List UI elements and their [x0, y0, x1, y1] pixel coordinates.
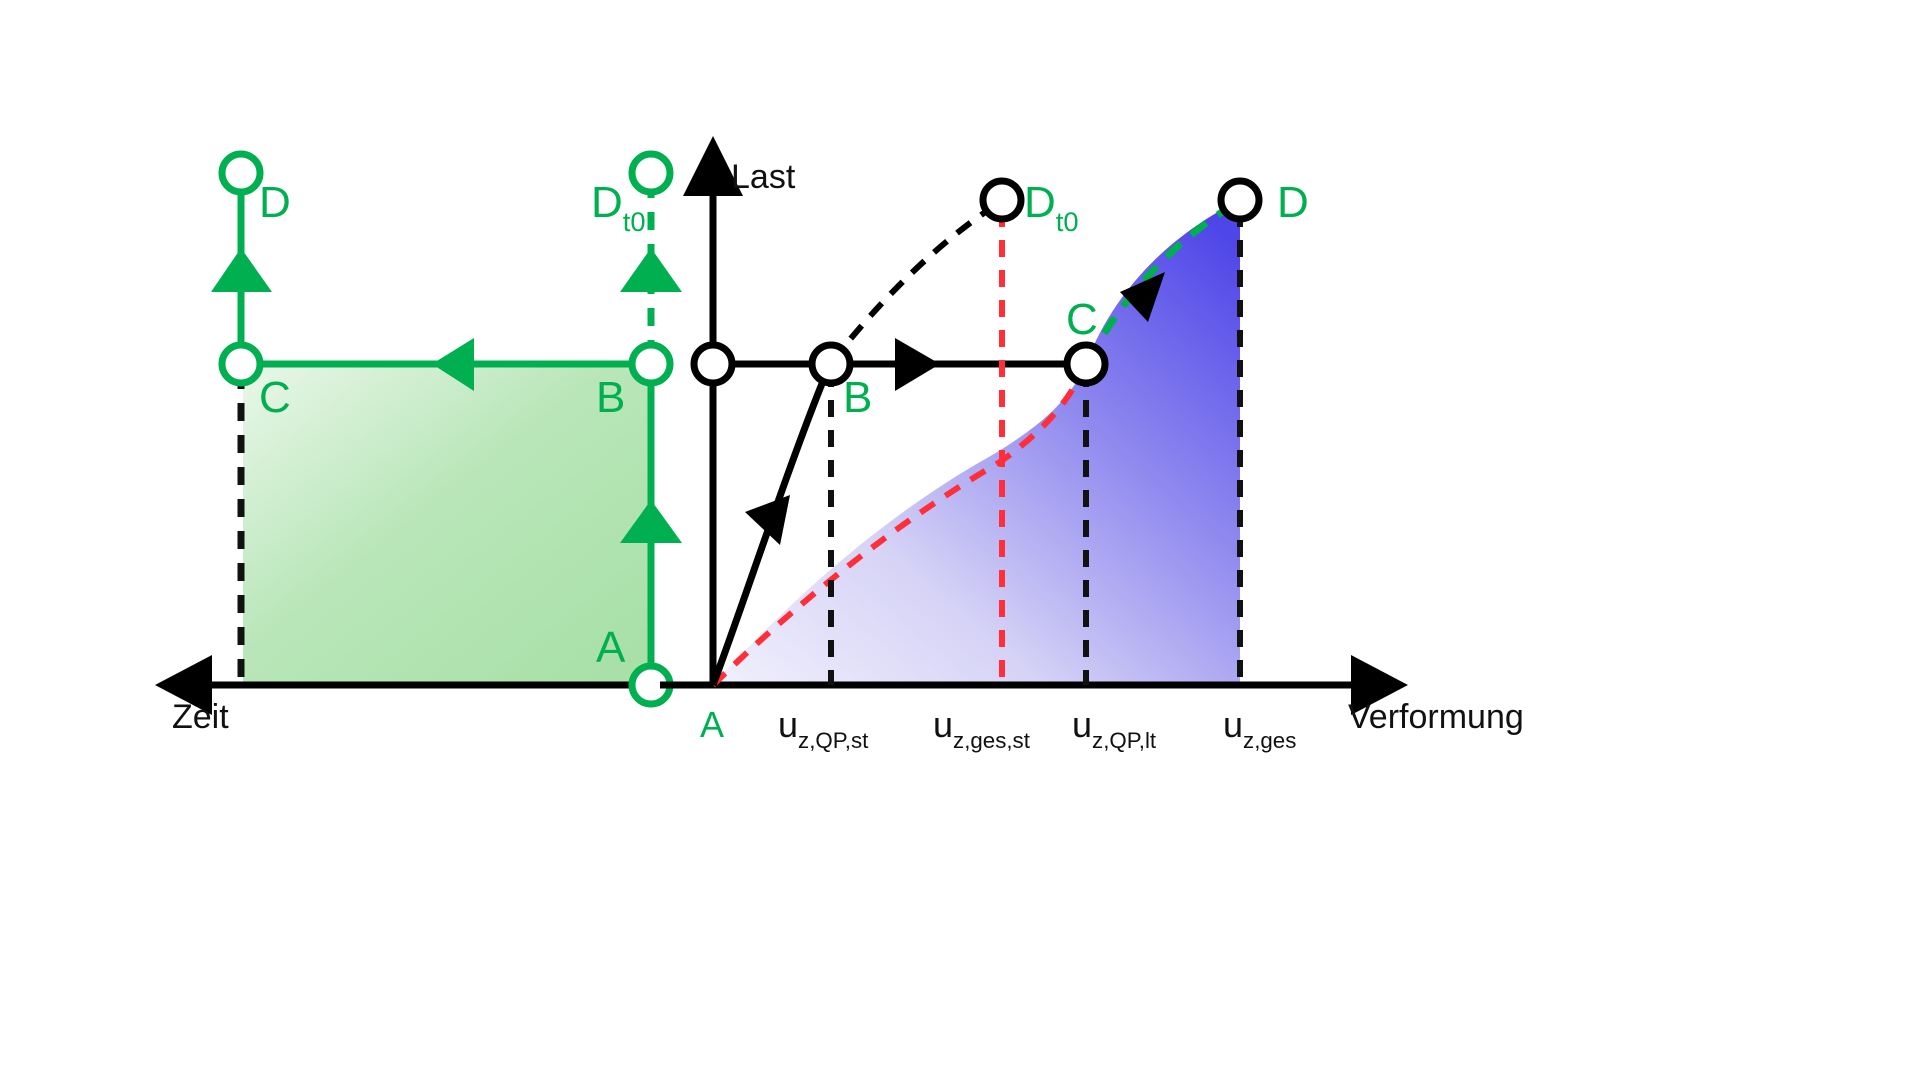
right-tick-uzgesst-sub: z,ges,st — [953, 728, 1031, 753]
left-label-c: C — [259, 373, 291, 422]
left-label-dt0-main: D — [591, 178, 623, 227]
right-tick-uzqplt-sub: z,QP,lt — [1092, 728, 1157, 753]
left-node-b — [628, 341, 674, 387]
right-label-b: B — [843, 373, 872, 422]
svg-text:Dt0: Dt0 — [1024, 178, 1079, 237]
left-label-dt0-sub: t0 — [623, 206, 646, 237]
right-label-dt0-main: D — [1024, 178, 1056, 227]
left-time-axis-arrowhead — [155, 655, 212, 715]
left-panel: Zeit D C B A — [155, 150, 700, 736]
right-label-d: D — [1277, 178, 1309, 227]
right-tick-uzqpst-sub: z,QP,st — [798, 728, 869, 753]
left-label-dt0: Dt0 — [591, 178, 646, 237]
right-tick-uzgesst: uz,ges,st — [933, 704, 1031, 753]
right-curve-creep-red — [710, 362, 1089, 688]
right-panel: Last Verformung — [660, 136, 1524, 753]
right-tick-uzges: uz,ges — [1223, 704, 1296, 753]
right-node-origin — [690, 341, 736, 387]
left-arrow-a-to-b — [620, 500, 682, 543]
right-tick-uzqplt-main: u — [1072, 704, 1092, 745]
right-axis-label-verformung: Verformung — [1348, 698, 1524, 736]
right-axis-label-last: Last — [731, 158, 796, 196]
right-arrow-longterm — [1120, 272, 1165, 322]
left-arrow-c-to-d — [211, 248, 272, 292]
right-label-dt0: Dt0 — [1024, 178, 1079, 237]
right-label-c: C — [1066, 295, 1098, 344]
right-node-d — [1217, 177, 1263, 223]
right-tick-uzges-sub: z,ges — [1243, 728, 1296, 753]
right-tick-uzqpst: uz,QP,st — [778, 704, 869, 753]
right-tick-uzqpst-main: u — [778, 704, 798, 745]
left-axis-label-zeit: Zeit — [172, 698, 229, 736]
right-shaded-region — [713, 200, 1240, 685]
right-label-dt0-sub: t0 — [1056, 206, 1079, 237]
right-arrow-loading — [745, 495, 790, 545]
right-curve-longterm-green — [1084, 197, 1242, 364]
left-label-d: D — [259, 178, 291, 227]
left-arrow-b-to-c — [432, 338, 474, 391]
svg-text:Dt0: Dt0 — [591, 178, 646, 237]
left-label-b: B — [596, 373, 625, 422]
right-load-axis-arrowhead — [683, 136, 743, 196]
left-label-a: A — [596, 623, 626, 672]
left-node-c — [218, 341, 264, 387]
right-tick-uzqplt: uz,QP,lt — [1072, 704, 1157, 753]
left-shaded-region — [243, 364, 651, 685]
right-deformation-axis-arrowhead — [1351, 655, 1408, 715]
right-node-b — [808, 341, 854, 387]
right-tick-uzges-main: u — [1223, 704, 1243, 745]
right-curve-unloading-dashed — [829, 198, 1004, 364]
right-arrow-plateau — [895, 338, 940, 391]
right-node-dt0 — [979, 177, 1025, 223]
right-tick-a: A — [700, 704, 724, 745]
right-node-c — [1063, 341, 1109, 387]
left-node-d — [218, 150, 264, 196]
left-node-dt0 — [628, 150, 674, 196]
right-tick-uzgesst-main: u — [933, 704, 953, 745]
left-arrow-b-to-dt0 — [620, 248, 682, 292]
